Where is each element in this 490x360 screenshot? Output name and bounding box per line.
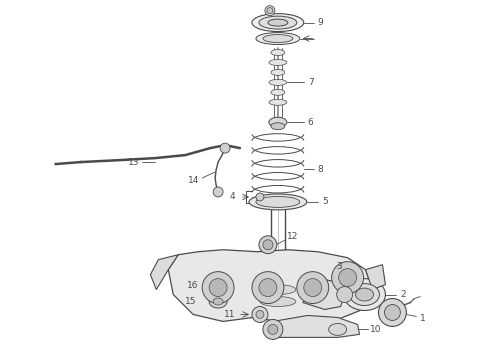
Text: 10: 10 — [370, 325, 381, 334]
Text: 3: 3 — [337, 262, 343, 271]
Ellipse shape — [271, 69, 285, 75]
Ellipse shape — [343, 279, 386, 310]
Text: 16: 16 — [187, 281, 198, 290]
Ellipse shape — [249, 194, 307, 210]
Text: 14: 14 — [188, 176, 199, 185]
Polygon shape — [212, 279, 230, 293]
Ellipse shape — [260, 285, 296, 294]
Ellipse shape — [268, 19, 288, 26]
Circle shape — [332, 262, 364, 293]
Circle shape — [385, 305, 400, 320]
Ellipse shape — [213, 298, 223, 305]
Circle shape — [256, 193, 264, 201]
Circle shape — [259, 279, 277, 297]
Circle shape — [256, 310, 264, 319]
Ellipse shape — [349, 284, 379, 306]
Text: 7: 7 — [308, 78, 314, 87]
Ellipse shape — [252, 14, 304, 32]
Ellipse shape — [356, 288, 373, 301]
Text: 4: 4 — [229, 193, 235, 202]
Text: 2: 2 — [400, 290, 406, 299]
Circle shape — [378, 298, 406, 327]
Polygon shape — [273, 315, 360, 337]
Circle shape — [297, 272, 329, 303]
Polygon shape — [150, 255, 178, 289]
Ellipse shape — [259, 16, 297, 29]
Circle shape — [252, 306, 268, 323]
Ellipse shape — [209, 295, 227, 308]
Circle shape — [213, 187, 223, 197]
Ellipse shape — [256, 32, 300, 45]
Ellipse shape — [269, 80, 287, 85]
Ellipse shape — [260, 297, 296, 306]
Ellipse shape — [271, 50, 285, 55]
Circle shape — [265, 6, 275, 15]
Polygon shape — [260, 270, 296, 318]
Text: 12: 12 — [287, 232, 298, 241]
Ellipse shape — [271, 89, 285, 95]
Polygon shape — [168, 250, 372, 324]
Ellipse shape — [269, 59, 287, 66]
Polygon shape — [366, 265, 386, 289]
Ellipse shape — [269, 117, 287, 127]
Circle shape — [220, 143, 230, 153]
Text: 8: 8 — [318, 165, 323, 174]
Circle shape — [263, 319, 283, 339]
Polygon shape — [303, 280, 344, 310]
Circle shape — [259, 236, 277, 254]
Circle shape — [252, 272, 284, 303]
Circle shape — [263, 240, 273, 250]
Circle shape — [337, 287, 353, 302]
Circle shape — [267, 8, 273, 14]
Circle shape — [268, 324, 278, 334]
Circle shape — [304, 279, 322, 297]
Text: 9: 9 — [318, 18, 323, 27]
Circle shape — [202, 272, 234, 303]
Text: 13: 13 — [128, 158, 139, 167]
Text: 15: 15 — [184, 297, 196, 306]
Ellipse shape — [329, 323, 346, 336]
Ellipse shape — [271, 123, 285, 130]
Text: 11: 11 — [224, 310, 236, 319]
Ellipse shape — [256, 197, 300, 207]
Circle shape — [339, 269, 357, 287]
Text: 5: 5 — [322, 197, 328, 206]
Ellipse shape — [263, 35, 293, 42]
Text: 1: 1 — [420, 314, 426, 323]
Circle shape — [209, 279, 227, 297]
Text: 6: 6 — [308, 118, 314, 127]
Ellipse shape — [269, 99, 287, 105]
